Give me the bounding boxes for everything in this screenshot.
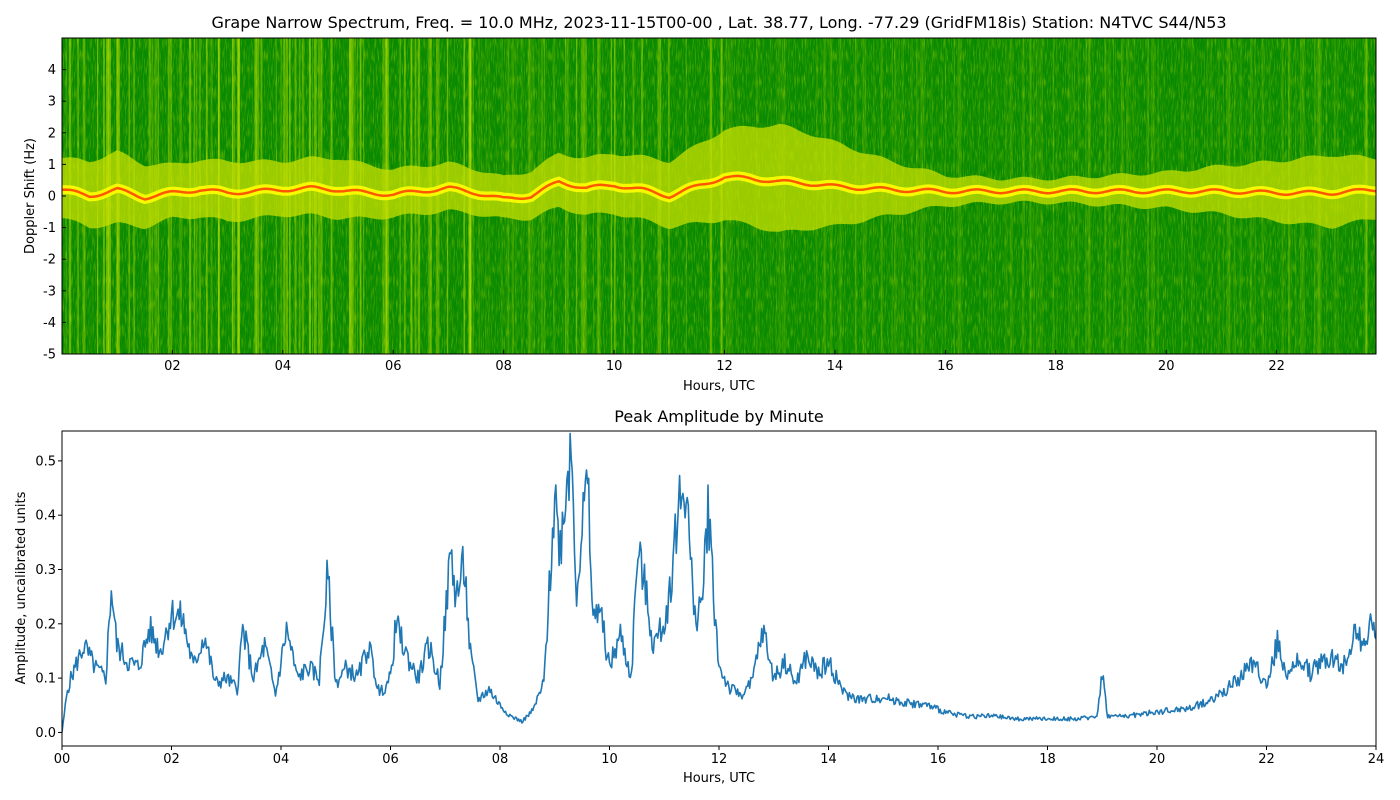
amplitude-x-tick-label: 12 bbox=[711, 752, 728, 767]
spectrogram-x-tick-label: 20 bbox=[1158, 359, 1175, 374]
amplitude-y-tick-label: 0.5 bbox=[35, 454, 56, 469]
amplitude-series-line bbox=[62, 432, 1376, 733]
amplitude-x-ticks: 00 02 04 06 08 10 12 14 16 18 20 22 24 bbox=[54, 746, 1385, 767]
amplitude-title: Peak Amplitude by Minute bbox=[614, 407, 824, 426]
spectrogram-y-tick-label: 2 bbox=[48, 126, 56, 141]
spectrogram-x-tick-label: 22 bbox=[1268, 359, 1285, 374]
spectrogram-y-tick-label: 0 bbox=[48, 190, 56, 205]
amplitude-frame bbox=[61, 430, 1377, 747]
amplitude-x-tick-label: 04 bbox=[273, 752, 290, 767]
spectrogram-y-tick-label: -5 bbox=[43, 348, 56, 363]
amplitude-x-tick-label: 24 bbox=[1368, 752, 1385, 767]
spectrogram-x-axis-label: Hours, UTC bbox=[683, 379, 755, 394]
spectrogram-y-tick-label: -4 bbox=[43, 316, 56, 331]
spectrogram-x-tick-label: 04 bbox=[275, 359, 292, 374]
amplitude-x-tick-label: 22 bbox=[1258, 752, 1275, 767]
spectrogram-x-tick-label: 14 bbox=[827, 359, 844, 374]
spectrogram-y-tick-label: -1 bbox=[43, 221, 56, 236]
spectrogram-panel: Grape Narrow Spectrum, Freq. = 10.0 MHz,… bbox=[23, 13, 1377, 394]
spectrogram-title: Grape Narrow Spectrum, Freq. = 10.0 MHz,… bbox=[211, 13, 1226, 32]
amplitude-y-tick-label: 0.1 bbox=[35, 672, 56, 687]
spectrogram-x-tick-label: 10 bbox=[606, 359, 623, 374]
spectrogram-y-ticks: -5 -4 -3 -2 -1 0 1 2 3 4 bbox=[43, 63, 66, 363]
amplitude-y-tick-label: 0.2 bbox=[35, 617, 56, 632]
amplitude-x-tick-label: 20 bbox=[1149, 752, 1166, 767]
spectrogram-y-axis-label: Doppler Shift (Hz) bbox=[23, 138, 38, 254]
spectrogram-y-tick-label: 3 bbox=[48, 95, 56, 110]
spectrogram-x-ticks: 02 04 06 08 10 12 14 16 18 20 22 bbox=[164, 350, 1285, 374]
spectrogram-x-tick-label: 18 bbox=[1048, 359, 1065, 374]
amplitude-x-tick-label: 14 bbox=[820, 752, 837, 767]
amplitude-x-tick-label: 00 bbox=[54, 752, 71, 767]
amplitude-y-axis-label: Amplitude, uncalibrated units bbox=[14, 491, 29, 684]
amplitude-y-tick-label: 0.3 bbox=[35, 563, 56, 578]
amplitude-x-tick-label: 06 bbox=[382, 752, 399, 767]
spectrogram-y-tick-label: 1 bbox=[48, 158, 56, 173]
spectrogram-y-tick-label: -2 bbox=[43, 253, 56, 268]
spectrogram-plot-area bbox=[62, 38, 1376, 354]
spectrogram-y-tick-label: -3 bbox=[43, 284, 56, 299]
amplitude-x-tick-label: 18 bbox=[1039, 752, 1056, 767]
spectrogram-x-tick-label: 12 bbox=[716, 359, 733, 374]
spectrogram-x-tick-label: 02 bbox=[164, 359, 181, 374]
amplitude-x-tick-label: 02 bbox=[163, 752, 180, 767]
amplitude-x-tick-label: 08 bbox=[492, 752, 509, 767]
amplitude-y-tick-label: 0.0 bbox=[35, 726, 56, 741]
spectrogram-x-tick-label: 06 bbox=[385, 359, 402, 374]
amplitude-panel: Peak Amplitude by Minute 00 02 04 06 08 10 12 1… bbox=[14, 407, 1384, 786]
amplitude-x-tick-label: 16 bbox=[930, 752, 947, 767]
amplitude-x-axis-label: Hours, UTC bbox=[683, 771, 755, 786]
spectrogram-x-tick-label: 08 bbox=[495, 359, 512, 374]
amplitude-y-tick-label: 0.4 bbox=[35, 509, 56, 524]
spectrogram-y-tick-label: 4 bbox=[48, 63, 56, 78]
spectrogram-carrier-trace bbox=[62, 174, 1376, 201]
amplitude-plot-area bbox=[62, 432, 1376, 733]
amplitude-y-ticks: 0.0 0.1 0.2 0.3 0.4 0.5 bbox=[35, 454, 62, 741]
spectrogram-x-tick-label: 16 bbox=[937, 359, 954, 374]
amplitude-x-tick-label: 10 bbox=[601, 752, 618, 767]
